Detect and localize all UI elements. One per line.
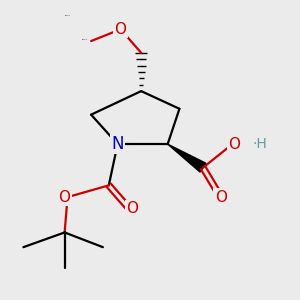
Text: N: N bbox=[111, 135, 124, 153]
Text: O: O bbox=[115, 22, 127, 37]
Polygon shape bbox=[168, 144, 206, 172]
Text: O: O bbox=[126, 201, 138, 216]
Text: ·H: ·H bbox=[253, 137, 267, 151]
Text: O: O bbox=[215, 190, 227, 205]
Text: O: O bbox=[228, 136, 240, 152]
Text: methoxy: methoxy bbox=[64, 15, 71, 16]
Text: O: O bbox=[58, 190, 70, 205]
Text: methoxy: methoxy bbox=[82, 39, 88, 40]
